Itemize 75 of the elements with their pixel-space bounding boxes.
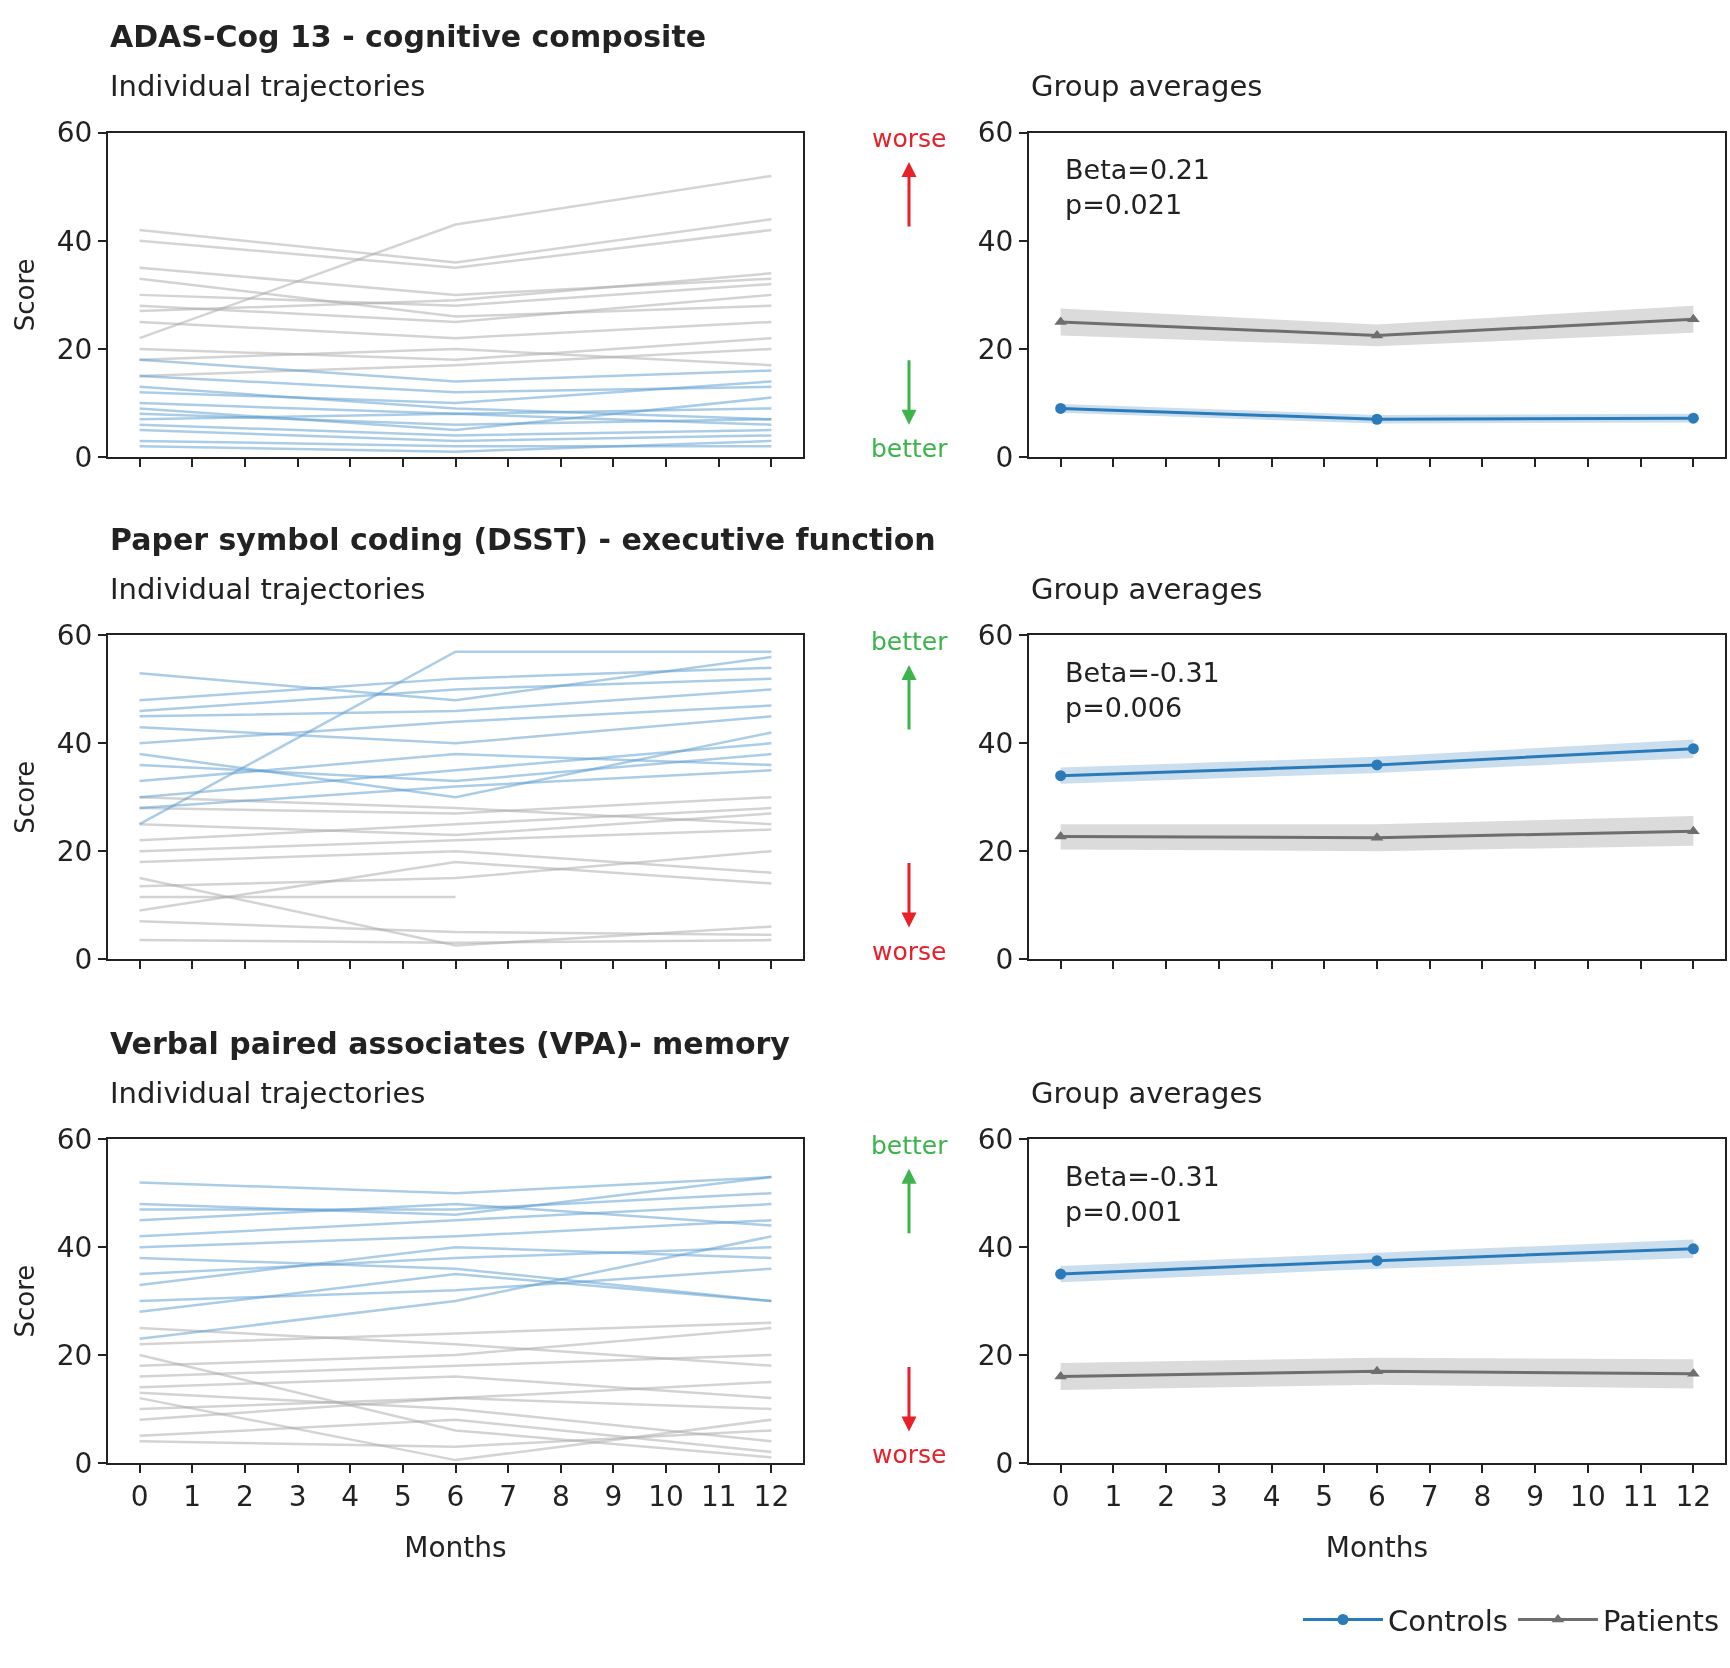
x-tick-label: 12 (753, 1480, 790, 1514)
text: better (871, 627, 949, 656)
chart-title: Verbal paired associates (VPA)- memory (110, 1026, 791, 1061)
y-tick-label: 60 (56, 619, 93, 653)
x-tick-label: 5 (393, 1480, 412, 1514)
text: better (871, 1131, 949, 1160)
y-tick-label: 20 (56, 332, 93, 366)
y-tick-label: 40 (977, 224, 1014, 258)
legend-label: Patients (1602, 1603, 1720, 1638)
y-tick-label: 20 (56, 834, 93, 868)
x-tick-label: 8 (1473, 1480, 1492, 1514)
x-tick-label: 11 (700, 1480, 737, 1514)
text: worse (872, 124, 947, 153)
y-axis-title: Score (9, 258, 40, 332)
x-tick-label: 0 (1051, 1480, 1070, 1514)
x-tick-label: 4 (341, 1480, 360, 1514)
x-tick-label: 11 (1622, 1480, 1659, 1514)
x-tick-label: 7 (1420, 1480, 1439, 1514)
y-tick-label: 60 (977, 619, 1014, 653)
x-tick-label: 3 (288, 1480, 307, 1514)
text: worse (872, 937, 947, 966)
y-tick-label: 0 (74, 1446, 93, 1480)
y-tick-label: 40 (56, 224, 93, 258)
y-tick-label: 60 (977, 116, 1014, 150)
x-axis-title: Months (1325, 1531, 1429, 1564)
x-tick-label: 6 (446, 1480, 465, 1514)
x-tick-label: 8 (551, 1480, 570, 1514)
y-tick-label: 60 (56, 1123, 93, 1157)
chart-title: ADAS-Cog 13 - cognitive composite (110, 19, 707, 54)
y-tick-label: 20 (56, 1338, 93, 1372)
x-axis-title: Months (404, 1531, 507, 1564)
x-tick-label: 4 (1262, 1480, 1281, 1514)
chart-subtitle: Group averages (1031, 1076, 1263, 1110)
x-tick-label: 0 (130, 1480, 149, 1514)
x-tick-label: 1 (183, 1480, 202, 1514)
y-tick-label: 0 (995, 942, 1014, 976)
y-tick-label: 20 (977, 1338, 1014, 1372)
chart-subtitle: Group averages (1031, 69, 1263, 103)
y-tick-label: 0 (74, 942, 93, 976)
y-tick-label: 20 (977, 834, 1014, 868)
annotation: Beta=0.21 p=0.021 (1065, 154, 1211, 221)
chart-subtitle: Individual trajectories (110, 1076, 426, 1110)
y-tick-label: 20 (977, 332, 1014, 366)
x-tick-label: 2 (1157, 1480, 1175, 1514)
chart-subtitle: Group averages (1031, 572, 1263, 606)
x-tick-label: 7 (499, 1480, 518, 1514)
chart-title: Paper symbol coding (DSST) - executive function (110, 522, 936, 557)
annotation: Beta=-0.31 p=0.001 (1065, 1161, 1220, 1228)
y-tick-label: 40 (977, 1230, 1014, 1264)
x-tick-label: 2 (235, 1480, 254, 1514)
text: better (871, 434, 949, 463)
text: worse (872, 1440, 947, 1469)
y-axis-title: Score (9, 760, 40, 834)
y-tick-label: 0 (995, 1446, 1014, 1480)
y-tick-label: 40 (977, 727, 1014, 761)
chart-subtitle: Individual trajectories (110, 572, 426, 606)
y-tick-label: 0 (74, 440, 93, 474)
x-tick-label: 9 (604, 1480, 623, 1514)
x-tick-label: 5 (1315, 1480, 1334, 1514)
x-tick-label: 6 (1368, 1480, 1386, 1514)
y-tick-label: 40 (56, 1230, 93, 1264)
chart-subtitle: Individual trajectories (110, 69, 426, 103)
y-tick-label: 60 (977, 1123, 1014, 1157)
x-tick-label: 10 (1570, 1480, 1606, 1514)
x-tick-label: 1 (1104, 1480, 1123, 1514)
annotation: Beta=-0.31 p=0.006 (1065, 657, 1220, 724)
legend-label: Controls (1388, 1603, 1508, 1638)
y-axis-title: Score (9, 1264, 40, 1338)
x-tick-label: 3 (1209, 1480, 1228, 1514)
x-tick-label: 10 (648, 1480, 684, 1514)
y-tick-label: 0 (995, 440, 1014, 474)
y-tick-label: 40 (56, 727, 93, 761)
y-tick-label: 60 (56, 116, 93, 150)
x-tick-label: 9 (1526, 1480, 1545, 1514)
x-tick-label: 12 (1675, 1480, 1712, 1514)
